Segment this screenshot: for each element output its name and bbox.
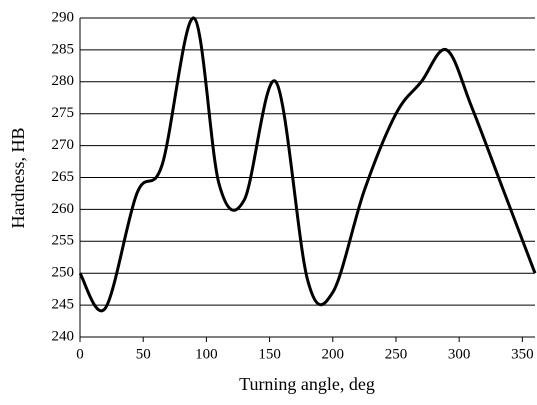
y-tick-label: 255 [52,233,75,249]
y-tick-label: 275 [52,105,75,121]
x-tick-label: 0 [76,346,84,362]
data-line [78,16,537,313]
x-axis-title: Turning angle, deg [239,374,375,394]
y-tick-label: 280 [52,73,75,89]
x-tick-label: 350 [511,346,534,362]
y-tick-label: 290 [52,9,75,25]
y-tick-label: 250 [52,265,75,281]
y-tick-label: 285 [52,41,75,57]
y-tick-label: 260 [52,201,75,217]
x-tick-label: 250 [385,346,408,362]
y-tick-label: 270 [52,137,75,153]
x-tick-label: 150 [258,346,281,362]
y-tick-label: 240 [52,328,75,344]
y-tick-label: 245 [52,297,75,313]
x-tick-label: 50 [136,346,151,362]
x-tick-label: 100 [195,346,218,362]
x-tick-label: 200 [322,346,345,362]
y-tick-label: 265 [52,169,75,185]
x-tick-label: 300 [448,346,471,362]
y-axis-title: Hardness, HB [8,128,28,229]
